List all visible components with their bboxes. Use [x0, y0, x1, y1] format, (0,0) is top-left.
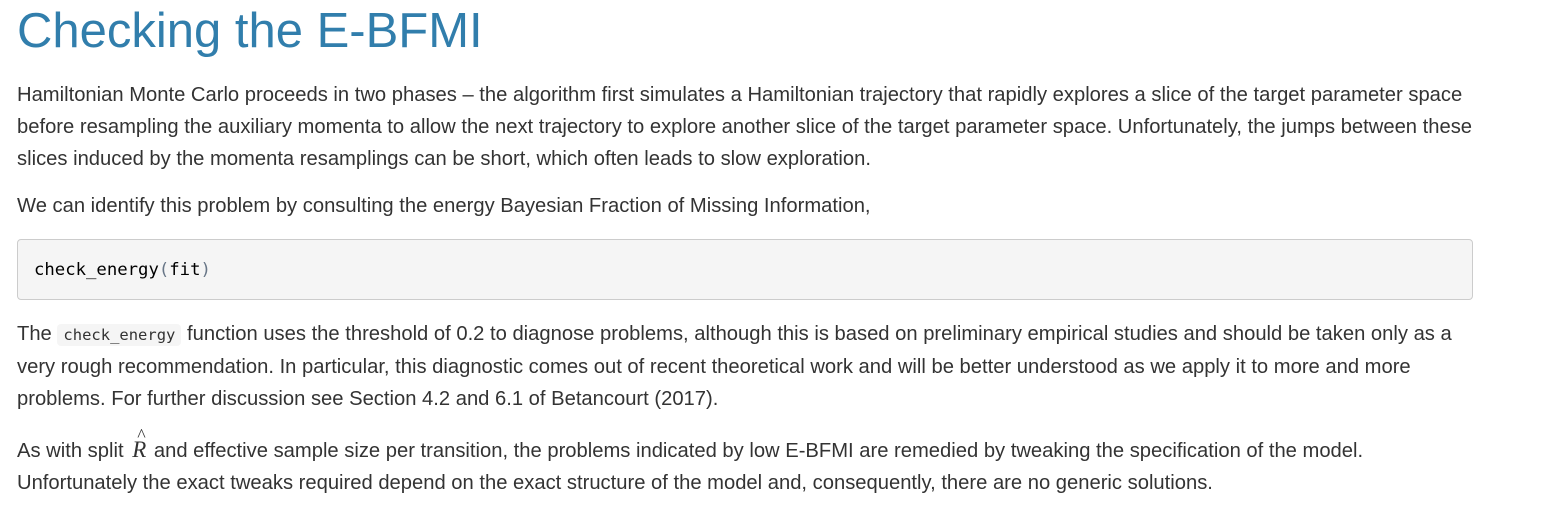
code-function-name: check_energy	[34, 260, 159, 280]
paragraph-threshold-body: function uses the threshold of 0.2 to di…	[17, 323, 1452, 410]
code-open-paren: (	[158, 260, 170, 280]
paragraph-remedies-body: and effective sample size per transition…	[17, 440, 1364, 494]
paragraph-identify-problem: We can identify this problem by consulti…	[17, 195, 871, 217]
math-hat-accent: ^	[137, 425, 146, 445]
code-close-paren: )	[200, 260, 211, 280]
code-argument: fit	[169, 260, 201, 280]
paragraph-remedies-lead: As with split	[17, 440, 130, 462]
inline-code-check-energy: check_energy	[57, 324, 182, 346]
math-r-symbol: R	[132, 437, 147, 462]
code-block: check_energy(fit)	[17, 239, 1473, 300]
code-line: check_energy(fit)	[34, 259, 211, 281]
math-r-hat: R ^	[132, 425, 147, 466]
paragraph-threshold-lead: The	[17, 323, 58, 345]
page-title: Checking the E-BFMI	[17, 4, 483, 58]
paragraph-remedies: As with split R ^ and effective sample si…	[17, 425, 1475, 499]
paragraph-hmc-phases: Hamiltonian Monte Carlo proceeds in two …	[17, 84, 1473, 170]
paragraph-threshold: The check_energy function uses the thres…	[17, 318, 1475, 415]
